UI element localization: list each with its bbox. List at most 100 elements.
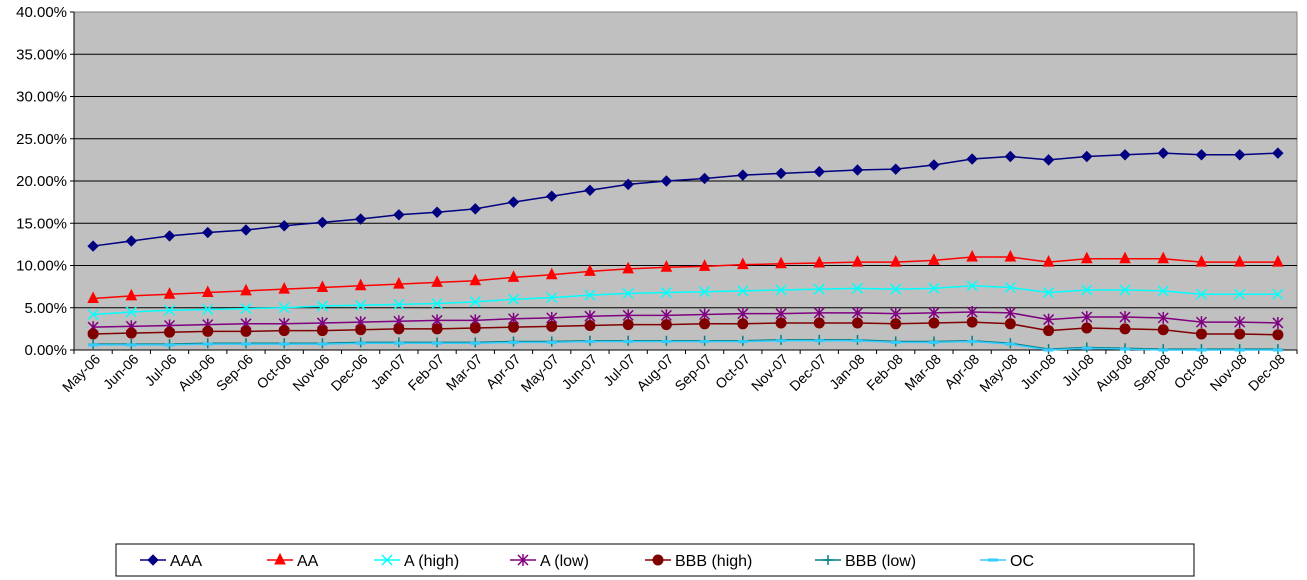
x-tick-label: Oct-06: [253, 351, 294, 392]
series-line-oc: [93, 339, 1278, 351]
data-point: [737, 307, 749, 320]
x-tick-label: Nov-06: [289, 351, 332, 394]
data-point: [1157, 311, 1169, 324]
data-point: [1043, 287, 1055, 299]
data-point: [1080, 251, 1093, 264]
data-point: [545, 267, 558, 280]
data-point: [240, 283, 252, 296]
data-point: [87, 291, 99, 303]
data-point: [737, 318, 749, 330]
data-point: [928, 159, 940, 171]
data-point: [393, 276, 405, 289]
data-point: [699, 286, 711, 298]
data-point: [1157, 324, 1169, 336]
y-tick-label: 0.00%: [24, 342, 67, 359]
data-point: [316, 280, 329, 292]
data-point: [546, 190, 558, 202]
data-point: [1195, 255, 1208, 267]
data-point: [890, 307, 902, 320]
legend-marker: [823, 555, 833, 565]
data-point: [660, 319, 672, 331]
data-point: [1004, 281, 1016, 294]
data-point: [240, 303, 252, 315]
data-point: [1081, 284, 1093, 296]
data-point: [813, 165, 825, 178]
y-tick-label: 15.00%: [16, 215, 67, 232]
data-point: [1157, 285, 1169, 297]
data-point: [393, 323, 405, 335]
data-point: [737, 257, 749, 270]
data-point: [1195, 288, 1207, 300]
data-point: [775, 317, 787, 329]
legend-label: AA: [297, 553, 319, 570]
data-point: [1081, 311, 1093, 324]
data-point: [775, 167, 787, 180]
data-point: [1004, 249, 1017, 262]
x-tick-label: Apr-08: [941, 351, 982, 392]
x-tick-label: Nov-08: [1207, 351, 1250, 394]
data-point: [431, 297, 443, 310]
data-point: [431, 275, 443, 287]
data-point: [737, 169, 749, 181]
data-point: [240, 224, 252, 236]
data-point: [1042, 154, 1055, 166]
data-point: [278, 282, 291, 294]
data-point: [87, 328, 99, 340]
data-point: [1081, 322, 1093, 334]
data-point: [431, 206, 443, 218]
data-point: [316, 325, 328, 337]
legend-label: BBB (high): [675, 553, 752, 570]
data-point: [354, 278, 367, 291]
data-point: [1004, 150, 1017, 163]
data-point: [355, 299, 367, 311]
data-point: [469, 273, 482, 286]
x-tick-label: Mar-07: [443, 351, 486, 394]
data-point: [507, 270, 520, 282]
legend-marker: [381, 554, 393, 566]
legend-label: A (low): [540, 553, 589, 570]
data-point: [813, 283, 825, 295]
data-point: [316, 216, 329, 229]
data-point: [125, 327, 137, 339]
data-point: [508, 321, 520, 333]
data-point: [163, 287, 176, 299]
data-point: [928, 253, 940, 265]
data-point: [1233, 149, 1246, 161]
x-tick-label: Sep-06: [213, 351, 256, 394]
data-point: [1195, 149, 1208, 161]
data-point: [125, 235, 138, 247]
series-line-aaa: [93, 152, 1278, 247]
data-point: [775, 256, 787, 269]
data-point: [1233, 255, 1246, 267]
data-point: [698, 172, 711, 185]
data-point: [278, 302, 290, 314]
data-point: [1234, 328, 1246, 340]
x-tick-label: Nov-07: [748, 351, 791, 394]
y-tick-label: 20.00%: [16, 173, 67, 190]
data-point: [1119, 323, 1131, 335]
data-point: [507, 293, 520, 305]
data-point: [928, 306, 940, 319]
series-line-bbb-high: [93, 321, 1278, 336]
data-point: [87, 240, 99, 252]
data-point: [469, 203, 482, 215]
data-point: [584, 184, 596, 197]
data-point: [928, 317, 940, 329]
data-point: [889, 255, 902, 267]
data-point: [851, 282, 864, 294]
data-point: [125, 306, 137, 318]
x-tick-label: Feb-07: [405, 351, 448, 394]
data-point: [1234, 316, 1246, 329]
x-tick-label: Dec-06: [328, 351, 371, 394]
x-tick-label: May-07: [518, 351, 562, 395]
x-tick-label: Sep-08: [1130, 351, 1173, 394]
data-point: [851, 306, 864, 319]
data-point: [966, 249, 978, 262]
series-aaa: [87, 147, 1284, 252]
data-point: [469, 296, 481, 308]
data-point: [584, 289, 596, 301]
series-line-a-low: [93, 311, 1278, 328]
data-point: [469, 322, 481, 334]
